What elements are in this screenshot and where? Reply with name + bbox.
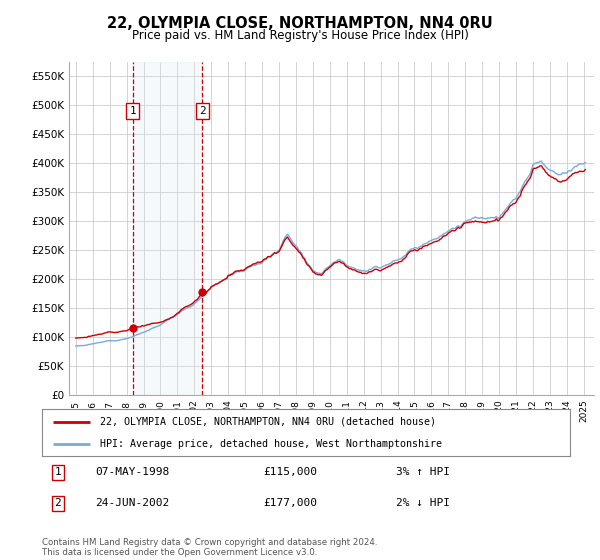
Text: 1: 1	[55, 467, 61, 477]
Text: 1: 1	[130, 106, 136, 116]
Text: 2: 2	[55, 498, 61, 508]
Text: 07-MAY-1998: 07-MAY-1998	[95, 467, 169, 477]
Text: 24-JUN-2002: 24-JUN-2002	[95, 498, 169, 508]
Text: Price paid vs. HM Land Registry's House Price Index (HPI): Price paid vs. HM Land Registry's House …	[131, 29, 469, 42]
Text: £177,000: £177,000	[264, 498, 318, 508]
Text: 3% ↑ HPI: 3% ↑ HPI	[396, 467, 450, 477]
Bar	[133, 62, 202, 395]
Text: £115,000: £115,000	[264, 467, 318, 477]
Text: 22, OLYMPIA CLOSE, NORTHAMPTON, NN4 0RU (detached house): 22, OLYMPIA CLOSE, NORTHAMPTON, NN4 0RU …	[100, 417, 436, 427]
Text: 22, OLYMPIA CLOSE, NORTHAMPTON, NN4 0RU: 22, OLYMPIA CLOSE, NORTHAMPTON, NN4 0RU	[107, 16, 493, 31]
Text: 2% ↓ HPI: 2% ↓ HPI	[396, 498, 450, 508]
Text: Contains HM Land Registry data © Crown copyright and database right 2024.
This d: Contains HM Land Registry data © Crown c…	[42, 538, 377, 557]
Text: HPI: Average price, detached house, West Northamptonshire: HPI: Average price, detached house, West…	[100, 438, 442, 449]
Text: 2: 2	[199, 106, 206, 116]
